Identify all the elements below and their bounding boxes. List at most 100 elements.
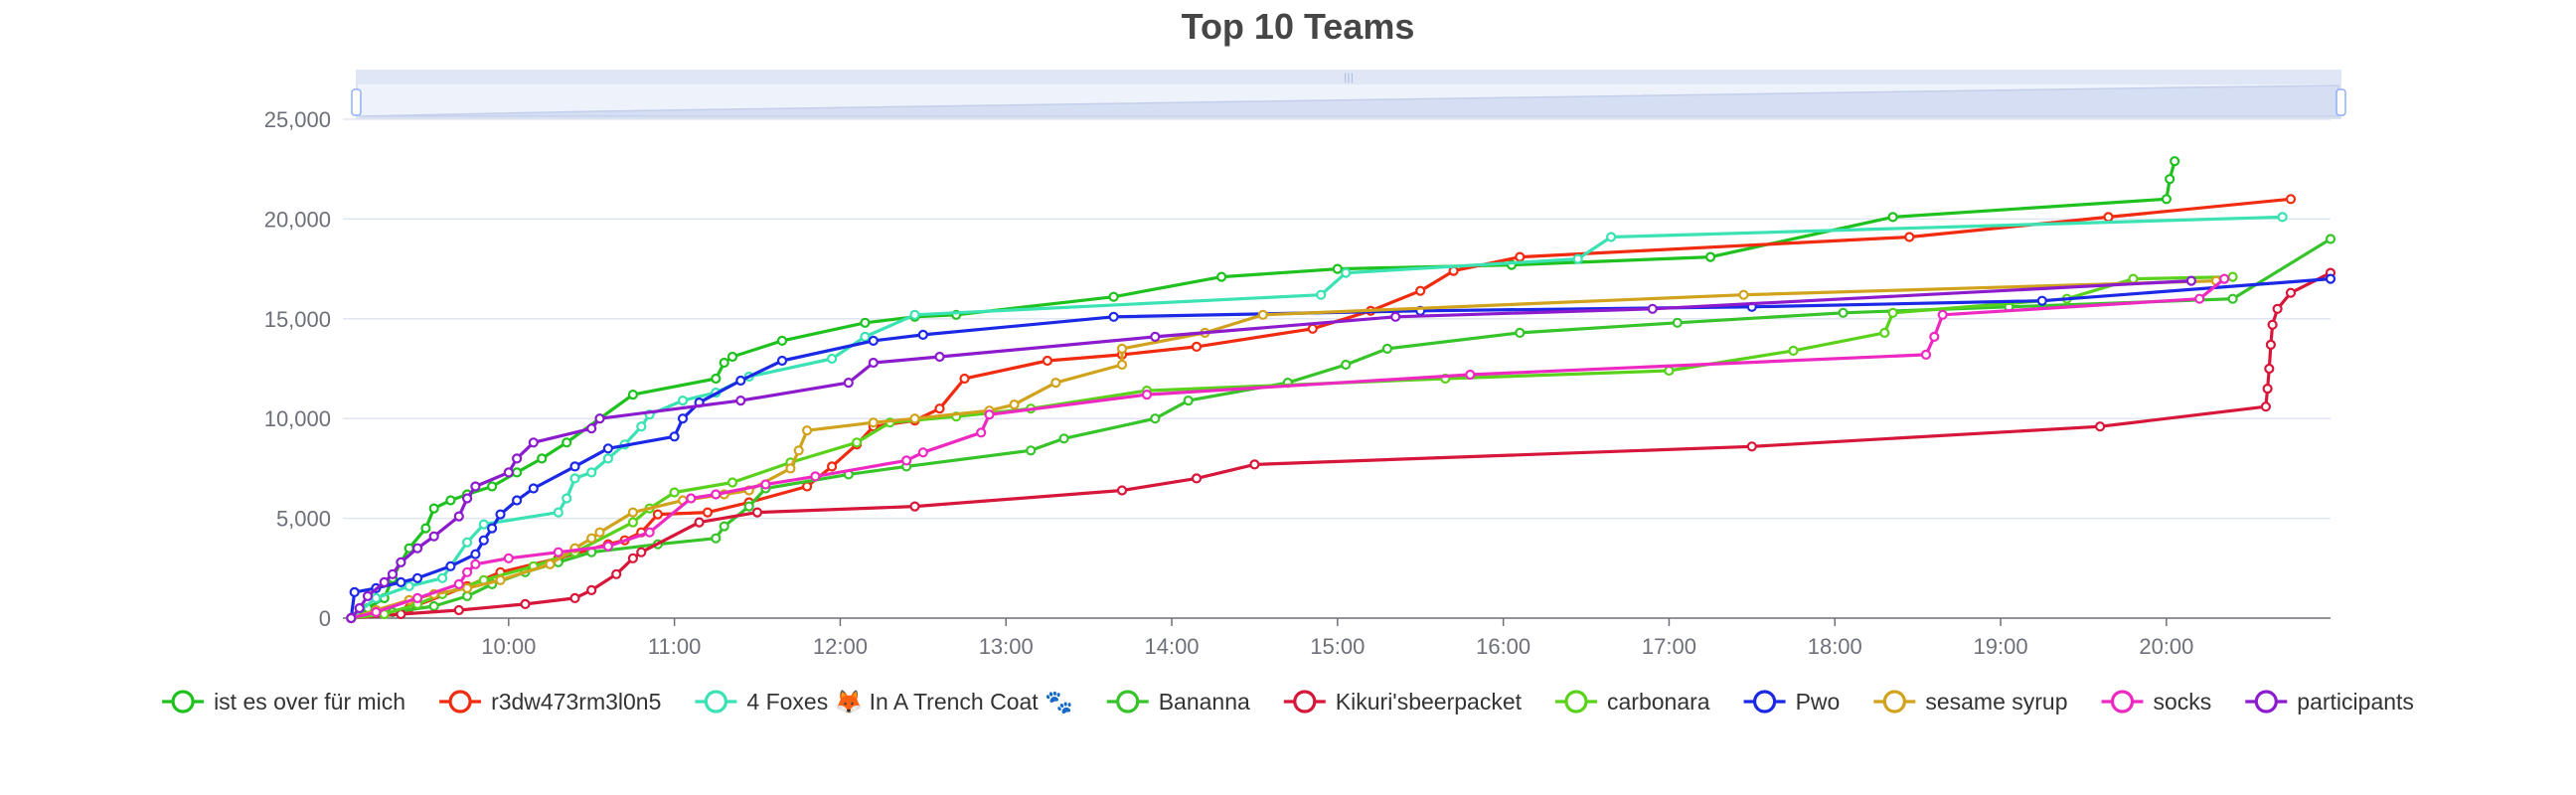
data-point[interactable]	[1332, 263, 1343, 274]
data-point[interactable]	[349, 586, 360, 598]
series-line[interactable]	[350, 215, 2283, 620]
data-point[interactable]	[776, 355, 788, 367]
data-point[interactable]	[462, 582, 473, 594]
data-point[interactable]	[453, 604, 464, 616]
data-point[interactable]	[478, 519, 489, 530]
data-point[interactable]	[1316, 289, 1327, 300]
data-point[interactable]	[346, 612, 357, 624]
data-point[interactable]	[396, 556, 406, 567]
data-point[interactable]	[669, 431, 680, 442]
data-point[interactable]	[868, 357, 879, 369]
data-point[interactable]	[1746, 441, 1757, 452]
data-point[interactable]	[627, 553, 639, 563]
zoom-handle-left[interactable]	[351, 88, 362, 116]
data-point[interactable]	[2267, 319, 2278, 330]
data-point[interactable]	[611, 568, 622, 579]
data-point[interactable]	[776, 335, 788, 346]
data-point[interactable]	[2185, 275, 2196, 286]
data-point[interactable]	[470, 549, 481, 559]
data-point[interactable]	[1647, 303, 1658, 314]
data-point[interactable]	[569, 473, 580, 484]
series-group[interactable]	[346, 267, 2336, 624]
data-point[interactable]	[1341, 359, 1352, 371]
data-point[interactable]	[751, 507, 763, 518]
data-zoom-slider[interactable]: |||	[351, 70, 2346, 119]
data-point[interactable]	[702, 507, 714, 518]
data-point[interactable]	[412, 592, 423, 604]
data-point[interactable]	[976, 427, 987, 438]
data-point[interactable]	[412, 543, 423, 554]
data-point[interactable]	[652, 509, 664, 520]
data-point[interactable]	[602, 453, 614, 464]
data-point[interactable]	[1191, 473, 1203, 484]
data-point[interactable]	[511, 453, 523, 464]
data-point[interactable]	[1150, 413, 1161, 424]
legend-item[interactable]: Bananna	[1106, 689, 1250, 715]
data-point[interactable]	[1009, 399, 1020, 410]
data-point[interactable]	[396, 576, 406, 588]
data-point[interactable]	[1108, 291, 1119, 302]
data-point[interactable]	[387, 568, 399, 579]
data-point[interactable]	[2262, 384, 2273, 395]
data-point[interactable]	[711, 533, 722, 544]
data-point[interactable]	[2285, 287, 2297, 298]
data-point[interactable]	[934, 351, 945, 363]
data-point[interactable]	[1191, 341, 1203, 352]
data-point[interactable]	[462, 566, 473, 577]
data-point[interactable]	[1257, 309, 1268, 320]
series-line[interactable]	[351, 275, 2233, 620]
legend-item[interactable]: participants	[2245, 689, 2414, 715]
data-point[interactable]	[2161, 194, 2172, 205]
legend-item[interactable]: ist es over für mich	[162, 689, 405, 715]
data-point[interactable]	[487, 481, 498, 492]
legend-item[interactable]: sesame syrup	[1873, 689, 2068, 715]
data-point[interactable]	[726, 351, 738, 363]
data-point[interactable]	[909, 501, 920, 512]
data-point[interactable]	[677, 413, 689, 424]
data-point[interactable]	[909, 413, 920, 424]
data-point[interactable]	[1108, 311, 1119, 322]
data-point[interactable]	[694, 517, 705, 528]
data-point[interactable]	[2103, 212, 2114, 223]
series-group[interactable]	[346, 194, 2297, 624]
data-point[interactable]	[470, 558, 481, 569]
data-point[interactable]	[1572, 253, 1583, 264]
data-point[interactable]	[984, 409, 995, 420]
data-point[interactable]	[900, 455, 912, 466]
data-point[interactable]	[511, 467, 523, 478]
data-point[interactable]	[462, 590, 473, 602]
data-point[interactable]	[1664, 365, 1675, 377]
data-point[interactable]	[503, 467, 514, 478]
data-point[interactable]	[669, 487, 680, 498]
data-point[interactable]	[412, 572, 423, 583]
data-point[interactable]	[445, 495, 456, 506]
data-point[interactable]	[569, 461, 580, 472]
data-point[interactable]	[428, 503, 439, 514]
data-point[interactable]	[1116, 359, 1128, 371]
data-point[interactable]	[1141, 390, 1153, 400]
data-point[interactable]	[2325, 273, 2336, 284]
data-point[interactable]	[586, 533, 597, 544]
data-point[interactable]	[1887, 307, 1898, 318]
data-point[interactable]	[801, 425, 813, 436]
data-point[interactable]	[470, 481, 481, 492]
data-point[interactable]	[735, 375, 746, 387]
data-point[interactable]	[1937, 309, 1948, 320]
data-point[interactable]	[2265, 339, 2276, 350]
data-point[interactable]	[2260, 401, 2271, 412]
data-point[interactable]	[2165, 174, 2175, 185]
data-point[interactable]	[868, 335, 879, 346]
data-point[interactable]	[545, 558, 556, 569]
legend-item[interactable]: socks	[2101, 689, 2212, 715]
data-point[interactable]	[636, 421, 647, 432]
data-point[interactable]	[594, 527, 605, 538]
data-point[interactable]	[478, 535, 489, 546]
zoom-move-grip-icon[interactable]: |||	[1344, 73, 1354, 83]
data-point[interactable]	[2095, 421, 2106, 432]
data-point[interactable]	[495, 574, 506, 585]
data-point[interactable]	[495, 509, 506, 520]
data-point[interactable]	[2036, 295, 2047, 306]
data-point[interactable]	[868, 417, 879, 428]
data-point[interactable]	[2194, 293, 2205, 304]
zoom-slider-top-bar[interactable]	[357, 71, 2340, 84]
